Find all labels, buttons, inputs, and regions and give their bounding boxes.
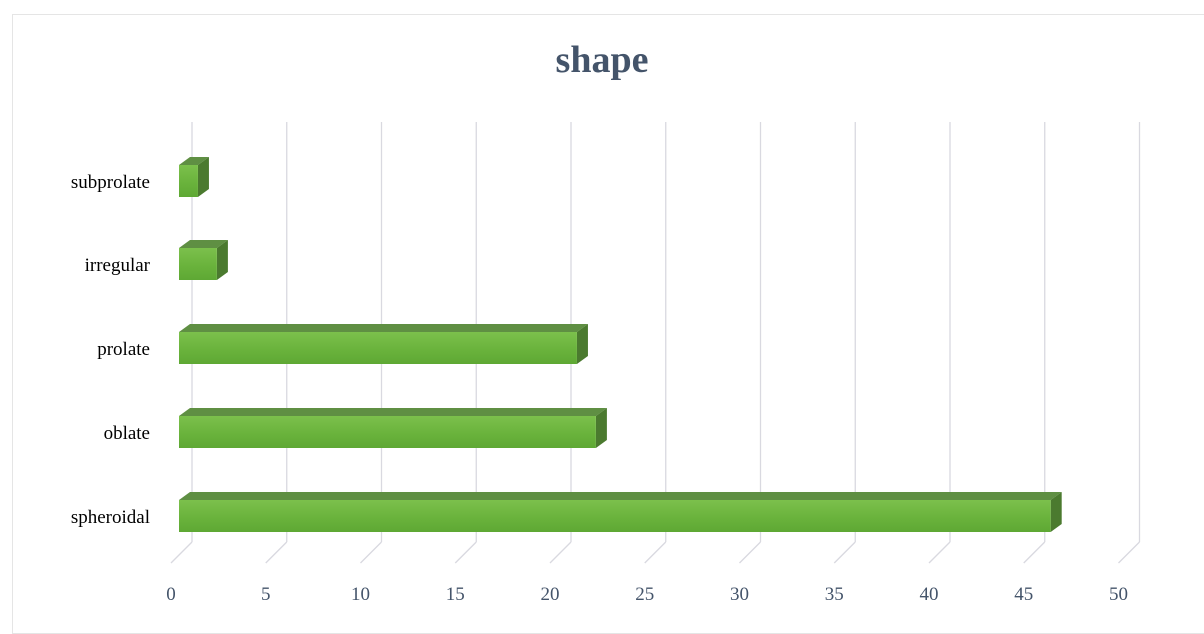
bar-oblate — [179, 408, 607, 448]
category-label-irregular: irregular — [85, 255, 151, 276]
x-tick-label-30: 30 — [730, 584, 749, 605]
x-tick-label-10: 10 — [351, 584, 370, 605]
bar-subprolate — [179, 157, 209, 197]
gridline-40 — [928, 122, 951, 564]
x-tick-label-20: 20 — [541, 584, 560, 605]
y-axis-categories: spheroidal oblate prolate irregular subprola… — [71, 172, 151, 528]
bar-prolate — [179, 324, 588, 364]
x-tick-label-25: 25 — [635, 584, 654, 605]
gridline-50 — [1118, 122, 1141, 564]
category-label-subprolate: subprolate — [71, 172, 150, 193]
x-tick-label-5: 5 — [261, 584, 271, 605]
x-tick-label-50: 50 — [1109, 584, 1128, 605]
gridline-35 — [833, 122, 856, 564]
x-tick-label-15: 15 — [446, 584, 465, 605]
x-axis-ticks: 0 5 10 15 20 25 30 35 40 45 50 — [166, 584, 1128, 605]
bar-irregular — [179, 240, 228, 280]
category-label-spheroidal: spheroidal — [71, 507, 150, 528]
x-tick-label-35: 35 — [825, 584, 844, 605]
x-tick-label-45: 45 — [1014, 584, 1033, 605]
gridline-45 — [1023, 122, 1046, 564]
chart-title: shape — [555, 39, 649, 81]
gridline-30 — [739, 122, 762, 564]
x-tick-label-0: 0 — [166, 584, 176, 605]
category-label-prolate: prolate — [97, 339, 150, 360]
x-tick-label-40: 40 — [920, 584, 939, 605]
bars — [179, 157, 1062, 532]
bar-spheroidal — [179, 492, 1062, 532]
category-label-oblate: oblate — [104, 423, 150, 444]
gridline-25 — [644, 122, 667, 564]
